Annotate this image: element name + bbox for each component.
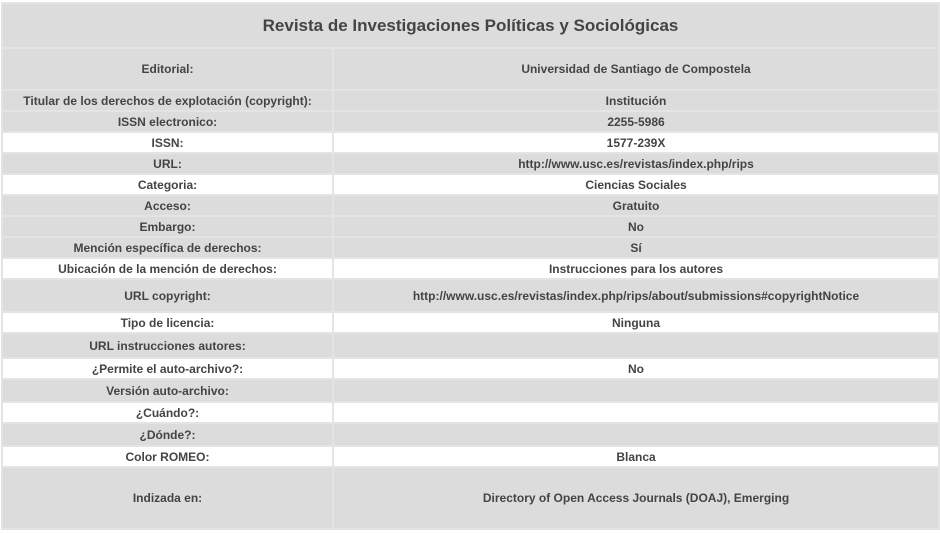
label-version-auto-archivo: Versión auto-archivo:	[1, 378, 334, 403]
row-url-copyright: URL copyright: http://www.usc.es/revista…	[1, 278, 940, 313]
row-color-romeo: Color ROMEO: Blanca	[1, 445, 940, 468]
value-url-copyright[interactable]: http://www.usc.es/revistas/index.php/rip…	[331, 278, 940, 313]
label-copyright-holder: Titular de los derechos de explotación (…	[1, 89, 334, 112]
label-ubicacion-mencion: Ubicación de la mención de derechos:	[1, 257, 334, 280]
row-embargo: Embargo: No	[1, 215, 940, 238]
value-auto-archivo: No	[331, 357, 940, 380]
value-ubicacion-mencion: Instrucciones para los autores	[331, 257, 940, 280]
label-categoria: Categoria:	[1, 173, 334, 196]
value-mencion-derechos: Sí	[331, 236, 940, 259]
row-url-instrucciones: URL instrucciones autores:	[1, 332, 940, 359]
row-copyright-holder: Titular de los derechos de explotación (…	[1, 89, 940, 112]
row-donde: ¿Dónde?:	[1, 422, 940, 447]
value-url-instrucciones	[331, 332, 940, 359]
label-color-romeo: Color ROMEO:	[1, 445, 334, 468]
label-issn: ISSN:	[1, 131, 334, 154]
row-issn: ISSN: 1577-239X	[1, 131, 940, 154]
value-cuando	[331, 401, 940, 424]
value-color-romeo: Blanca	[331, 445, 940, 468]
row-categoria: Categoria: Ciencias Sociales	[1, 173, 940, 196]
value-version-auto-archivo	[331, 378, 940, 403]
value-editorial: Universidad de Santiago de Compostela	[331, 47, 940, 91]
row-indizada: Indizada en: Directory of Open Access Jo…	[1, 466, 940, 530]
label-acceso: Acceso:	[1, 194, 334, 217]
label-editorial: Editorial:	[1, 47, 334, 91]
value-donde	[331, 422, 940, 447]
label-mencion-derechos: Mención específica de derechos:	[1, 236, 334, 259]
row-acceso: Acceso: Gratuito	[1, 194, 940, 217]
label-embargo: Embargo:	[1, 215, 334, 238]
value-issn-electronic: 2255-5986	[331, 110, 940, 133]
label-cuando: ¿Cuándo?:	[1, 401, 334, 424]
label-indizada: Indizada en:	[1, 466, 334, 530]
row-issn-electronic: ISSN electronico: 2255-5986	[1, 110, 940, 133]
row-version-auto-archivo: Versión auto-archivo:	[1, 378, 940, 403]
row-tipo-licencia: Tipo de licencia: Ninguna	[1, 311, 940, 334]
value-issn: 1577-239X	[331, 131, 940, 154]
value-indizada: Directory of Open Access Journals (DOAJ)…	[331, 466, 940, 530]
row-mencion-derechos: Mención específica de derechos: Sí	[1, 236, 940, 259]
label-donde: ¿Dónde?:	[1, 422, 334, 447]
value-tipo-licencia: Ninguna	[331, 311, 940, 334]
label-url-copyright: URL copyright:	[1, 278, 334, 313]
value-categoria: Ciencias Sociales	[331, 173, 940, 196]
journal-title: Revista de Investigaciones Políticas y S…	[0, 2, 940, 49]
value-embargo: No	[331, 215, 940, 238]
label-url-instrucciones: URL instrucciones autores:	[1, 332, 334, 359]
value-acceso: Gratuito	[331, 194, 940, 217]
label-url: URL:	[1, 152, 334, 175]
label-auto-archivo: ¿Permite el auto-archivo?:	[1, 357, 334, 380]
label-issn-electronic: ISSN electronico:	[1, 110, 334, 133]
label-tipo-licencia: Tipo de licencia:	[1, 311, 334, 334]
row-ubicacion-mencion: Ubicación de la mención de derechos: Ins…	[1, 257, 940, 280]
row-editorial: Editorial: Universidad de Santiago de Co…	[1, 47, 940, 91]
value-url[interactable]: http://www.usc.es/revistas/index.php/rip…	[331, 152, 940, 175]
value-copyright-holder: Institución	[331, 89, 940, 112]
row-cuando: ¿Cuándo?:	[1, 401, 940, 424]
row-auto-archivo: ¿Permite el auto-archivo?: No	[1, 357, 940, 380]
row-url: URL: http://www.usc.es/revistas/index.ph…	[1, 152, 940, 175]
